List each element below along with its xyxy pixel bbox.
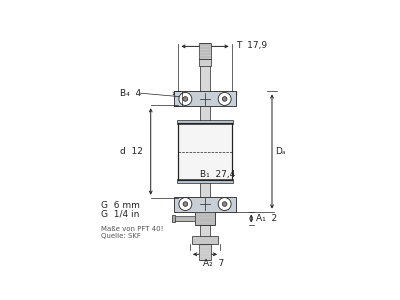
Text: B₄  4: B₄ 4 xyxy=(120,89,141,98)
Bar xyxy=(200,43,210,260)
Circle shape xyxy=(222,97,227,101)
Circle shape xyxy=(218,92,231,105)
Text: Dₐ: Dₐ xyxy=(276,147,286,156)
Text: Quelle: SKF: Quelle: SKF xyxy=(101,233,141,239)
Text: B₁  27,4: B₁ 27,4 xyxy=(200,170,236,179)
Bar xyxy=(198,244,212,260)
Circle shape xyxy=(183,202,188,206)
Text: d  12: d 12 xyxy=(120,147,142,156)
Text: G  6 mm: G 6 mm xyxy=(101,201,140,210)
Bar xyxy=(175,216,195,221)
Text: G  1/4 in: G 1/4 in xyxy=(101,209,140,218)
Bar xyxy=(200,59,210,66)
Bar xyxy=(172,215,175,222)
Circle shape xyxy=(179,92,192,105)
Text: A₁  2: A₁ 2 xyxy=(256,214,277,223)
Bar xyxy=(178,123,232,180)
Bar xyxy=(177,120,233,124)
Circle shape xyxy=(222,202,227,206)
Circle shape xyxy=(179,198,192,211)
Circle shape xyxy=(218,198,231,211)
Circle shape xyxy=(183,97,188,101)
Bar xyxy=(177,178,233,183)
Text: T  17,9: T 17,9 xyxy=(236,41,267,50)
Text: Maße von PFT 40!: Maße von PFT 40! xyxy=(101,226,164,232)
Bar xyxy=(195,212,215,225)
Bar xyxy=(174,196,236,211)
Bar xyxy=(192,236,218,244)
Bar xyxy=(198,43,212,59)
Text: A₂  7: A₂ 7 xyxy=(203,259,224,268)
Bar xyxy=(174,92,236,106)
